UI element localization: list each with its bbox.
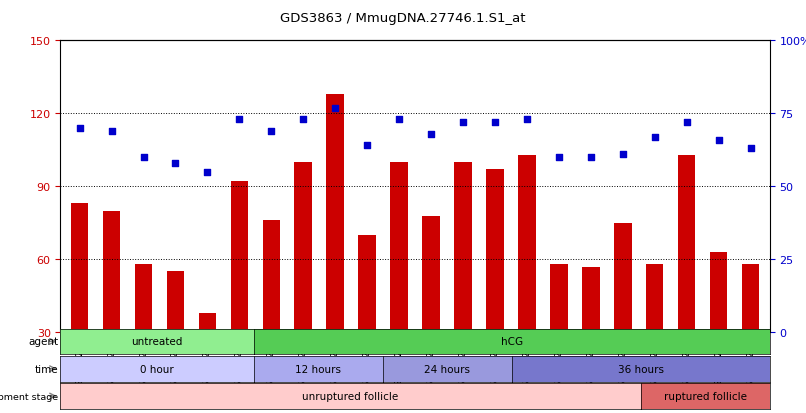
Bar — [231, 182, 248, 332]
Text: 0 hour: 0 hour — [140, 364, 174, 374]
Point — [744, 146, 757, 152]
Text: untreated: untreated — [131, 337, 183, 347]
Point — [488, 119, 501, 126]
Text: development stage: development stage — [0, 392, 58, 401]
Point — [105, 128, 118, 135]
Text: time: time — [35, 364, 58, 374]
Text: GDS3863 / MmugDNA.27746.1.S1_at: GDS3863 / MmugDNA.27746.1.S1_at — [280, 12, 526, 25]
Bar — [103, 211, 120, 332]
Text: ruptured follicle: ruptured follicle — [664, 391, 746, 401]
Text: hCG: hCG — [501, 337, 523, 347]
Point — [73, 125, 86, 132]
Point — [361, 143, 374, 150]
Bar — [582, 267, 600, 332]
Point — [201, 169, 214, 176]
Point — [297, 116, 310, 123]
Bar — [422, 216, 440, 332]
Point — [584, 154, 597, 161]
Point — [233, 116, 246, 123]
Point — [713, 137, 725, 144]
Text: 12 hours: 12 hours — [295, 364, 342, 374]
Text: 24 hours: 24 hours — [424, 364, 471, 374]
Point — [169, 160, 182, 167]
Bar — [455, 163, 472, 332]
Point — [521, 116, 534, 123]
Bar — [710, 252, 727, 332]
Point — [329, 105, 342, 112]
Text: unruptured follicle: unruptured follicle — [302, 391, 399, 401]
Point — [137, 154, 150, 161]
Bar — [742, 265, 759, 332]
Text: agent: agent — [28, 337, 58, 347]
Bar — [646, 265, 663, 332]
Bar — [167, 272, 185, 332]
Point — [393, 116, 405, 123]
Point — [552, 154, 565, 161]
Bar — [518, 155, 536, 332]
Bar — [390, 163, 408, 332]
Bar — [678, 155, 696, 332]
Bar — [486, 170, 504, 332]
Text: 36 hours: 36 hours — [617, 364, 664, 374]
Point — [617, 152, 629, 158]
Bar — [550, 265, 567, 332]
Point — [680, 119, 693, 126]
Bar — [326, 95, 344, 332]
Bar — [263, 221, 280, 332]
Bar — [135, 265, 152, 332]
Point — [648, 134, 661, 141]
Point — [265, 128, 278, 135]
Point — [425, 131, 438, 138]
Bar — [359, 235, 376, 332]
Bar — [71, 204, 89, 332]
Bar — [198, 313, 216, 332]
Bar — [614, 223, 632, 332]
Bar — [294, 163, 312, 332]
Point — [456, 119, 469, 126]
